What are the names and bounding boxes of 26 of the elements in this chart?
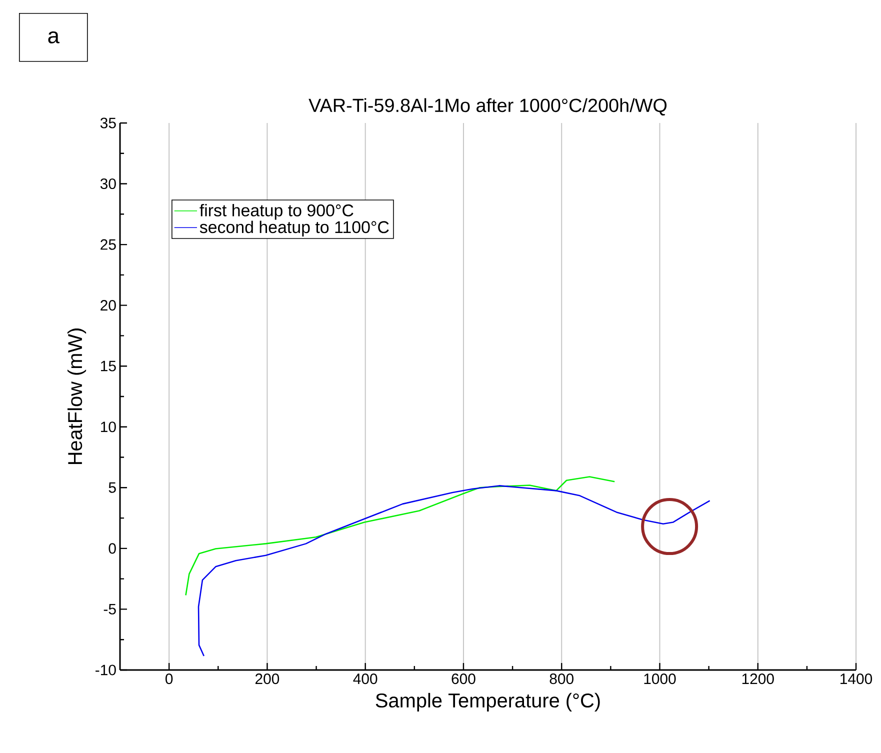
- legend-label: second heatup to 1100°C: [200, 220, 389, 236]
- y-tick-label: 35: [100, 118, 116, 128]
- x-tick-label: 0: [165, 674, 173, 684]
- x-tick-label: 1400: [840, 674, 872, 684]
- y-tick-label: 5: [108, 482, 116, 493]
- line-series: [198, 485, 710, 657]
- y-tick-label: 30: [100, 178, 116, 190]
- x-tick-label: 200: [255, 674, 280, 684]
- y-tick-label: 20: [100, 300, 116, 311]
- x-tick-label: 1000: [644, 674, 676, 684]
- x-tick-label: 800: [550, 674, 574, 684]
- x-tick-label: 1200: [742, 674, 774, 684]
- chart-title: VAR-Ti-59.8Al-1Mo after 1000°C/200h/WQ: [308, 98, 667, 116]
- y-axis-title: HeatFlow (mW): [67, 328, 86, 464]
- text: a: [48, 31, 60, 44]
- x-tick-label: 600: [452, 674, 476, 684]
- y-tick-label: 25: [100, 239, 116, 250]
- y-tick-label: 10: [101, 422, 116, 432]
- legend-label: first heatup to 900°C: [200, 204, 354, 220]
- y-tick-label: 0: [108, 543, 116, 554]
- y-tick-label: -10: [96, 664, 116, 676]
- x-axis-title: Sample Temperature (°C): [376, 692, 600, 712]
- x-tick-label: 400: [353, 674, 378, 684]
- y-tick-label: 15: [101, 360, 116, 372]
- y-tick-label: -5: [104, 604, 116, 614]
- line-series: [185, 476, 616, 596]
